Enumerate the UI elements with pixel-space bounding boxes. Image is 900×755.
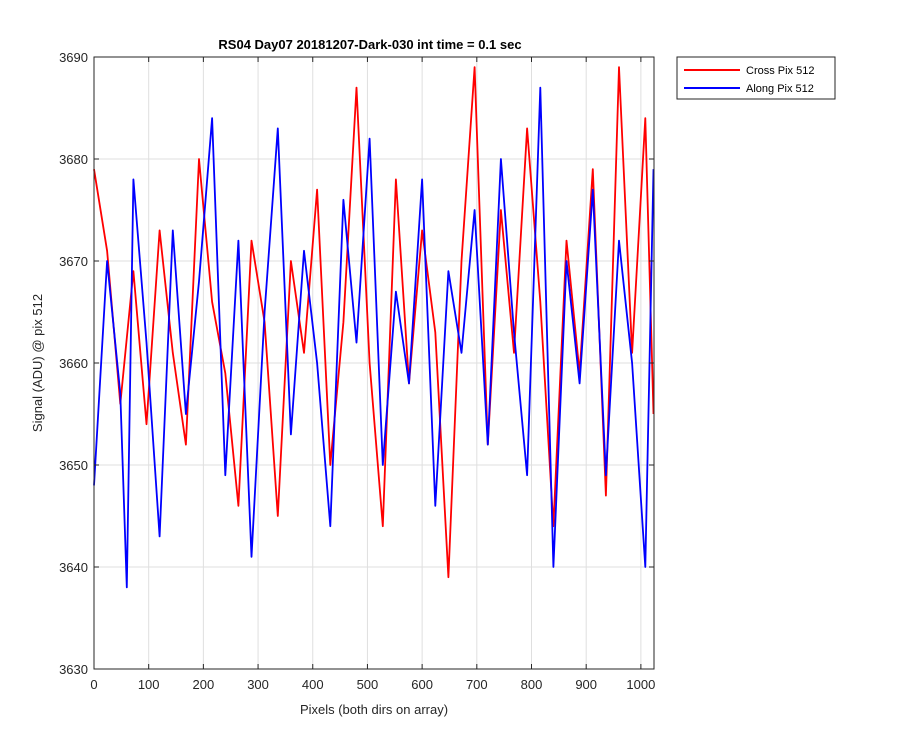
x-tick-label: 200 — [193, 677, 215, 692]
y-tick-label: 3670 — [59, 254, 88, 269]
y-axis-label: Signal (ADU) @ pix 512 — [30, 294, 45, 432]
y-tick-label: 3690 — [59, 50, 88, 65]
legend-label-cross: Cross Pix 512 — [746, 65, 814, 77]
series-line-along-pix-512 — [93, 86, 655, 589]
y-tick-label: 3650 — [59, 458, 88, 473]
x-tick-label: 800 — [521, 677, 543, 692]
x-tick-label: 900 — [575, 677, 597, 692]
x-tick-label: 500 — [357, 677, 379, 692]
ticks: 0 100 200 300 400 500 600 700 800 900 1000 3630 3640… — [59, 50, 655, 692]
x-tick-label: 300 — [247, 677, 269, 692]
y-tick-label: 3660 — [59, 356, 88, 371]
x-axis-label: Pixels (both dirs on array) — [300, 702, 448, 717]
y-tick-label: 3680 — [59, 152, 88, 167]
x-tick-label: 400 — [302, 677, 324, 692]
series-layer — [93, 66, 655, 589]
legend-label-along: Along Pix 512 — [746, 83, 814, 95]
legend: Cross Pix 512 Along Pix 512 — [676, 56, 836, 100]
legend-box — [676, 56, 836, 100]
x-tick-label: 700 — [466, 677, 488, 692]
y-tick-label: 3630 — [59, 662, 88, 677]
chart-title: RS04 Day07 20181207-Dark-030 int time = … — [218, 37, 521, 52]
y-tick-label: 3640 — [59, 560, 88, 575]
x-tick-label: 0 — [90, 677, 97, 692]
x-tick-label: 1000 — [626, 677, 655, 692]
x-tick-label: 100 — [138, 677, 160, 692]
x-tick-label: 600 — [411, 677, 433, 692]
